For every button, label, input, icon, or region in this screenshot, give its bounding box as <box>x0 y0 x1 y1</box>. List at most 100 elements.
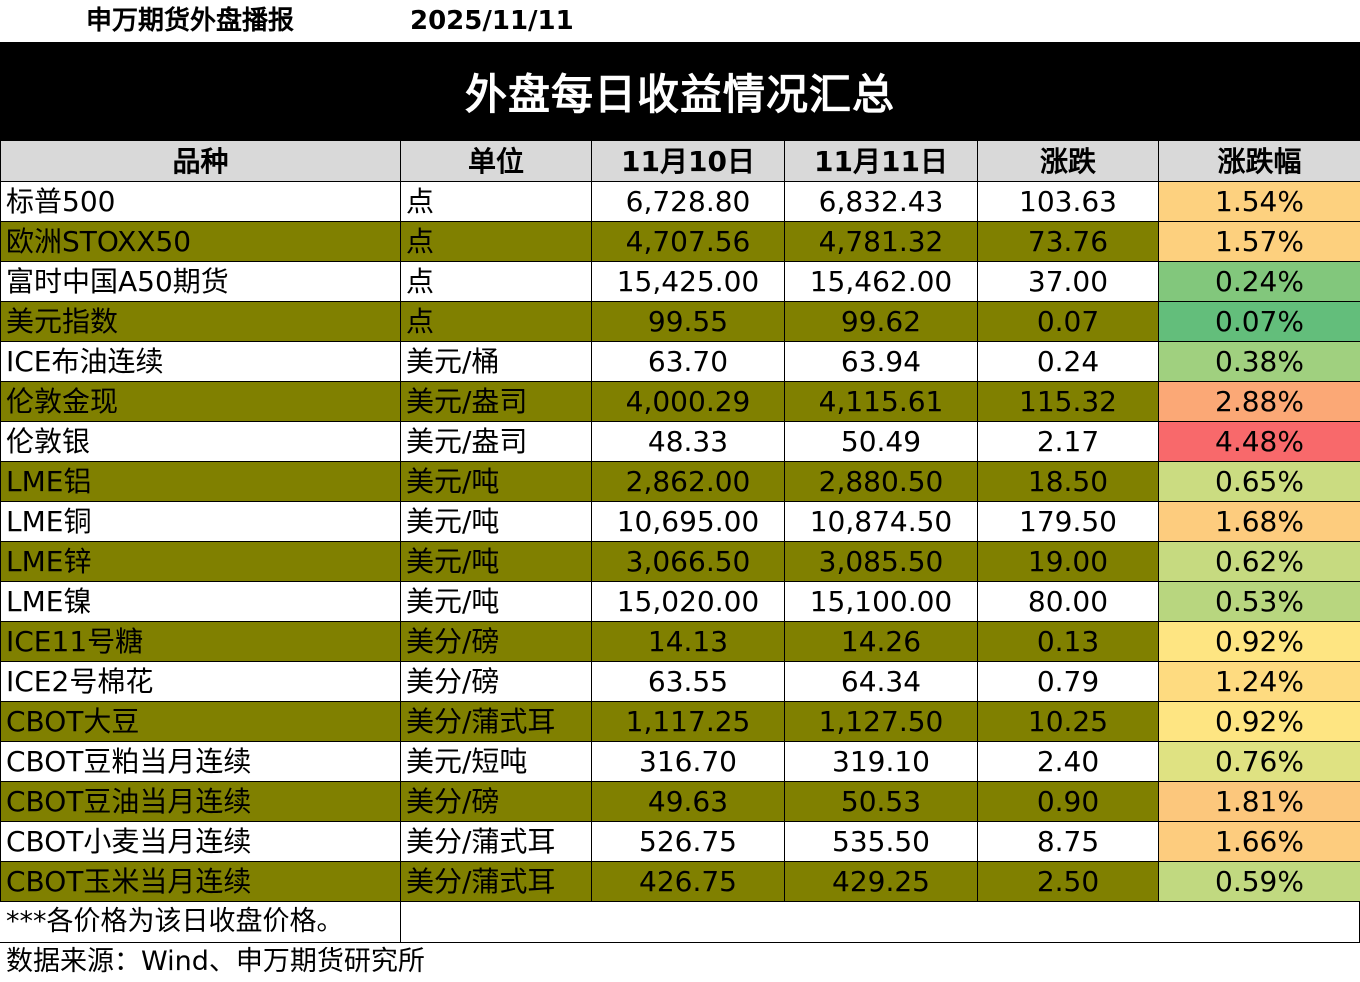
cell-change: 179.50 <box>977 501 1159 542</box>
report-header: 申万期货外盘播报 2025/11/11 <box>0 0 1360 42</box>
cell-change-pct: 0.38% <box>1158 341 1360 382</box>
cell-change-pct: 4.48% <box>1158 421 1360 462</box>
cell-prev-close: 4,707.56 <box>591 221 785 262</box>
cell-unit: 美元/盎司 <box>400 381 592 422</box>
cell-name: CBOT豆粕当月连续 <box>0 741 401 782</box>
table-row: 伦敦金现 美元/盎司 4,000.29 4,115.61 115.32 2.88% <box>0 381 1360 422</box>
column-header-prev-close: 11月10日 <box>591 140 785 182</box>
cell-change: 8.75 <box>977 821 1159 862</box>
cell-unit: 美分/蒲式耳 <box>400 861 592 902</box>
report-brand: 申万期货外盘播报 <box>86 6 295 36</box>
cell-change-pct: 0.07% <box>1158 301 1360 342</box>
cell-name: CBOT小麦当月连续 <box>0 821 401 862</box>
cell-curr-close: 14.26 <box>784 621 978 662</box>
cell-name: 伦敦银 <box>0 421 401 462</box>
cell-prev-close: 526.75 <box>591 821 785 862</box>
cell-curr-close: 15,462.00 <box>784 261 978 302</box>
footer-divider <box>400 902 401 942</box>
cell-curr-close: 63.94 <box>784 341 978 382</box>
table-row: CBOT小麦当月连续 美分/蒲式耳 526.75 535.50 8.75 1.66% <box>0 821 1360 862</box>
column-header-change-pct: 涨跌幅 <box>1158 140 1360 182</box>
cell-unit: 美元/吨 <box>400 581 592 622</box>
cell-change: 37.00 <box>977 261 1159 302</box>
cell-unit: 美分/蒲式耳 <box>400 701 592 742</box>
cell-change-pct: 2.88% <box>1158 381 1360 422</box>
cell-change-pct: 0.92% <box>1158 701 1360 742</box>
cell-name: ICE11号糖 <box>0 621 401 662</box>
table-row: 标普500 点 6,728.80 6,832.43 103.63 1.54% <box>0 181 1360 222</box>
cell-curr-close: 1,127.50 <box>784 701 978 742</box>
cell-curr-close: 6,832.43 <box>784 181 978 222</box>
cell-change-pct: 0.53% <box>1158 581 1360 622</box>
cell-curr-close: 4,781.32 <box>784 221 978 262</box>
cell-change: 2.17 <box>977 421 1159 462</box>
cell-change-pct: 1.57% <box>1158 221 1360 262</box>
page-title: 外盘每日收益情况汇总 <box>464 69 895 119</box>
cell-name: CBOT大豆 <box>0 701 401 742</box>
cell-prev-close: 2,862.00 <box>591 461 785 502</box>
table-row: 美元指数点 99.55 99.62 0.07 0.07% <box>0 301 1360 342</box>
cell-change: 0.24 <box>977 341 1159 382</box>
cell-change: 115.32 <box>977 381 1159 422</box>
cell-curr-close: 50.53 <box>784 781 978 822</box>
cell-prev-close: 10,695.00 <box>591 501 785 542</box>
cell-unit: 美元/吨 <box>400 501 592 542</box>
cell-change: 0.90 <box>977 781 1159 822</box>
cell-change-pct: 0.59% <box>1158 861 1360 902</box>
returns-table: 品种 单位 11月10日 11月11日 涨跌 涨跌幅 标普500 点 6,728.8… <box>0 140 1360 902</box>
cell-name: LME锌 <box>0 541 401 582</box>
cell-unit: 美元/吨 <box>400 461 592 502</box>
table-row: CBOT玉米当月连续 美分/蒲式耳 426.75 429.25 2.50 0.59% <box>0 861 1360 902</box>
column-header-curr-close: 11月11日 <box>784 140 978 182</box>
cell-prev-close: 14.13 <box>591 621 785 662</box>
cell-change-pct: 1.24% <box>1158 661 1360 702</box>
cell-name: LME铜 <box>0 501 401 542</box>
cell-change: 73.76 <box>977 221 1159 262</box>
table-row: LME锌 美元/吨 3,066.50 3,085.50 19.00 0.62% <box>0 541 1360 582</box>
cell-change: 18.50 <box>977 461 1159 502</box>
table-row: CBOT大豆 美分/蒲式耳 1,117.25 1,127.50 10.25 0.92% <box>0 701 1360 742</box>
cell-change-pct: 1.66% <box>1158 821 1360 862</box>
cell-change: 0.79 <box>977 661 1159 702</box>
table-row: LME镍 美元/吨 15,020.00 15,100.00 80.00 0.53% <box>0 581 1360 622</box>
column-header-change: 涨跌 <box>977 140 1159 182</box>
cell-curr-close: 319.10 <box>784 741 978 782</box>
cell-curr-close: 535.50 <box>784 821 978 862</box>
table-row: 富时中国A50期货点 15,425.00 15,462.00 37.00 0.24% <box>0 261 1360 302</box>
cell-unit: 美元/短吨 <box>400 741 592 782</box>
cell-name: 富时中国A50期货 <box>0 261 401 302</box>
cell-curr-close: 15,100.00 <box>784 581 978 622</box>
cell-name: 标普500 <box>0 181 401 222</box>
cell-prev-close: 99.55 <box>591 301 785 342</box>
cell-change-pct: 0.62% <box>1158 541 1360 582</box>
cell-change: 2.40 <box>977 741 1159 782</box>
table-row: CBOT豆油当月连续 美分/磅 49.63 50.53 0.90 1.81% <box>0 781 1360 822</box>
column-header-name: 品种 <box>0 140 401 182</box>
cell-change-pct: 1.81% <box>1158 781 1360 822</box>
table-body: 标普500 点 6,728.80 6,832.43 103.63 1.54% 欧洲STOXX… <box>0 181 1360 902</box>
cell-curr-close: 3,085.50 <box>784 541 978 582</box>
cell-unit: 美分/蒲式耳 <box>400 821 592 862</box>
cell-name: 欧洲STOXX50 <box>0 221 401 262</box>
cell-unit: 点 <box>400 301 592 342</box>
table-row: ICE布油连续 美元/桶 63.70 63.94 0.24 0.38% <box>0 341 1360 382</box>
cell-name: LME镍 <box>0 581 401 622</box>
cell-change: 103.63 <box>977 181 1159 222</box>
cell-change: 0.07 <box>977 301 1159 342</box>
cell-prev-close: 63.70 <box>591 341 785 382</box>
title-banner: 外盘每日收益情况汇总 <box>0 42 1360 140</box>
cell-name: CBOT豆油当月连续 <box>0 781 401 822</box>
cell-prev-close: 426.75 <box>591 861 785 902</box>
cell-prev-close: 48.33 <box>591 421 785 462</box>
footer-note-row: ***各价格为该日收盘价格。 <box>0 902 1360 943</box>
cell-prev-close: 4,000.29 <box>591 381 785 422</box>
table-row: ICE11号糖 美分/磅 14.13 14.26 0.13 0.92% <box>0 621 1360 662</box>
cell-unit: 美元/吨 <box>400 541 592 582</box>
cell-curr-close: 50.49 <box>784 421 978 462</box>
cell-curr-close: 64.34 <box>784 661 978 702</box>
cell-unit: 点 <box>400 181 592 222</box>
cell-curr-close: 429.25 <box>784 861 978 902</box>
footer-source-row: 数据来源：Wind、申万期货研究所 <box>0 942 1360 982</box>
cell-curr-close: 10,874.50 <box>784 501 978 542</box>
table-row: 伦敦银 美元/盎司 48.33 50.49 2.17 4.48% <box>0 421 1360 462</box>
